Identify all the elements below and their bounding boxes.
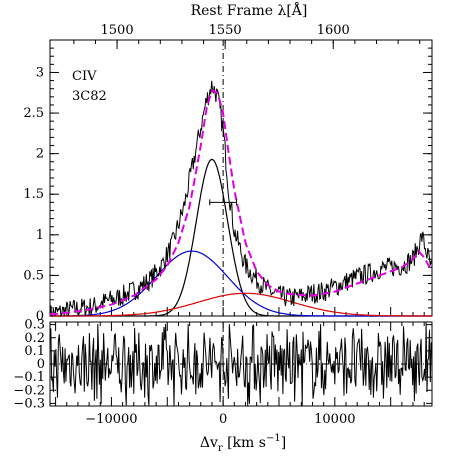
main-ytick-label: 3 xyxy=(36,65,44,80)
resid-ytick-label: 0.1 xyxy=(24,344,45,359)
top-tick-label: 1500 xyxy=(101,23,134,38)
component-narrow_gaussian xyxy=(50,158,432,317)
resid-ytick-label: −0.2 xyxy=(13,383,45,398)
main-ytick-label: 0 xyxy=(36,309,44,324)
resid-xtick-label: 0 xyxy=(219,412,227,427)
component-broad_gaussian_blue xyxy=(50,250,432,317)
resid-xtick-label: −10000 xyxy=(85,412,137,427)
object-label: 3C82 xyxy=(72,89,107,104)
main-ytick-label: 1.5 xyxy=(23,187,44,202)
top-tick-label: 1600 xyxy=(317,23,350,38)
line-id-label: CIV xyxy=(72,69,97,84)
resid-ytick-label: 0.3 xyxy=(24,318,45,333)
main-ytick-label: 1 xyxy=(36,228,44,243)
main-ytick-label: 2.5 xyxy=(23,106,44,121)
resid-ytick-label: −0.1 xyxy=(13,370,45,385)
resid-ytick-label: 0 xyxy=(37,357,45,372)
bottom-axis-label: Δvr [km s−1] xyxy=(200,433,286,454)
resid-ytick-label: 0.2 xyxy=(24,331,45,346)
resid-xtick-label: 10000 xyxy=(314,412,355,427)
resid-ytick-label: −0.3 xyxy=(13,396,45,411)
top-axis-label: Rest Frame λ[Å] xyxy=(191,1,308,19)
main-ytick-label: 0.5 xyxy=(23,268,44,283)
component-red_component xyxy=(50,292,432,317)
top-tick-label: 1550 xyxy=(209,23,242,38)
observed-spectrum xyxy=(49,80,433,318)
main-ytick-label: 2 xyxy=(36,147,44,162)
main-panel: 0 0.5 1 1.5 2 2.5 3 1500 1550 1600 xyxy=(23,23,433,324)
total-model xyxy=(49,89,433,316)
residual-trace xyxy=(49,322,433,407)
